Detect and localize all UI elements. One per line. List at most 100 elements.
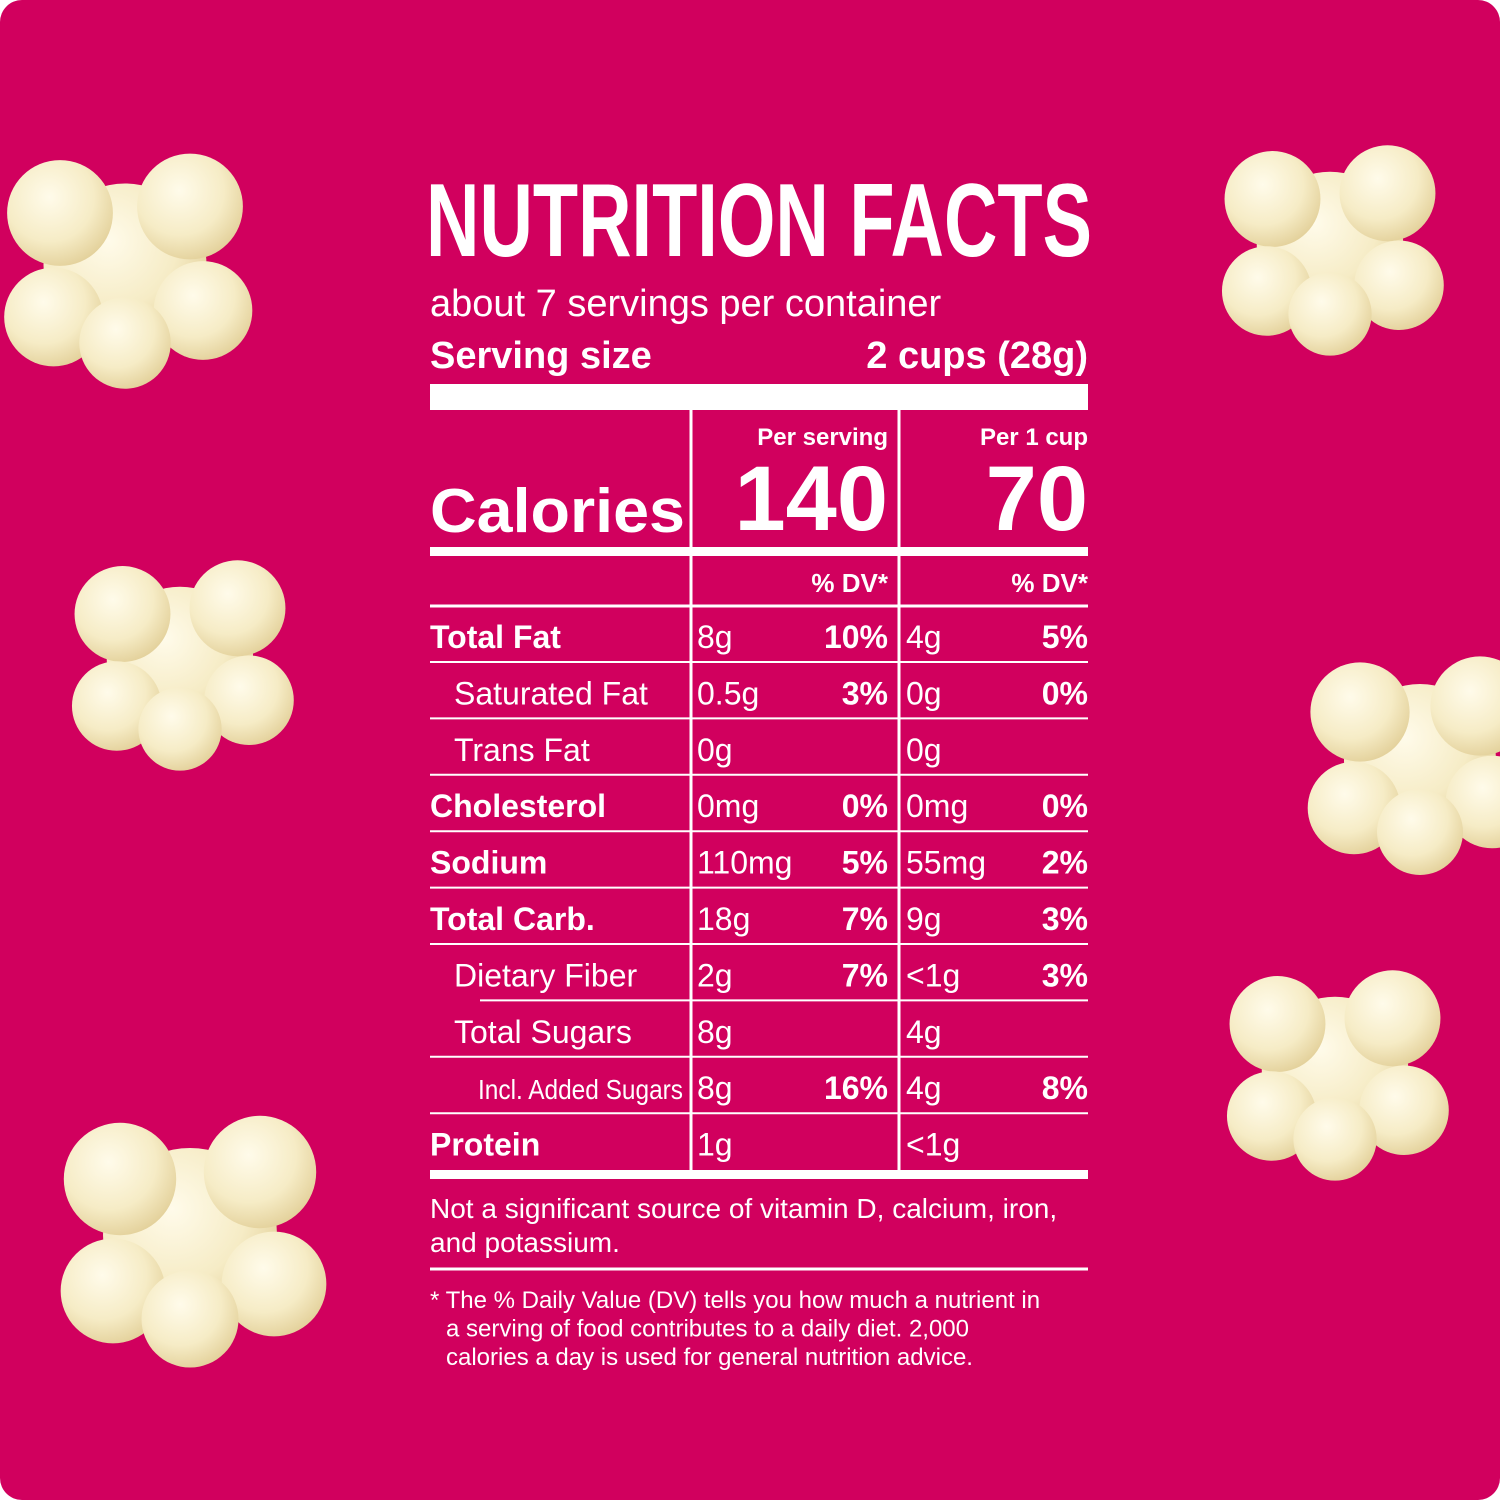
- popcorn-puff: [221, 1231, 327, 1337]
- calories-value: 140: [735, 448, 889, 550]
- popcorn-puff: [141, 1270, 239, 1368]
- serving-size-label: Serving size: [430, 335, 652, 377]
- amount: 8g: [697, 1070, 733, 1106]
- popcorn: [4, 153, 253, 389]
- popcorn-puff: [1293, 1097, 1377, 1181]
- amount: 0g: [906, 675, 942, 711]
- nutrient-name: Cholesterol: [430, 788, 606, 824]
- daily-value: 8%: [1042, 1070, 1088, 1106]
- nutrient-name: Total Carb.: [430, 901, 595, 937]
- popcorn-puff: [1430, 656, 1500, 756]
- popcorn-puff: [1354, 240, 1444, 331]
- popcorn-puff: [7, 160, 113, 266]
- popcorn-puff: [1288, 272, 1372, 356]
- popcorn-puff: [79, 297, 171, 389]
- calories-label: Calories: [430, 477, 685, 546]
- popcorn-puff: [1377, 789, 1463, 875]
- daily-value: 3%: [1042, 957, 1088, 993]
- nutrient-rows: Total Fat 8g 10% 4g 5% Saturated Fat 0.5g 3% 0g 0…: [430, 619, 1088, 1163]
- daily-value: 0%: [1042, 788, 1088, 824]
- footnote-line: calories a day is used for general nutri…: [446, 1344, 973, 1371]
- rule: [430, 1170, 1088, 1179]
- amount: 8g: [697, 1014, 733, 1050]
- daily-value: 5%: [1042, 619, 1088, 655]
- amount: 0g: [906, 732, 942, 768]
- daily-value: 10%: [824, 619, 888, 655]
- servings: about 7 servings per container: [430, 283, 942, 325]
- amount: 4g: [906, 619, 942, 655]
- daily-value: 3%: [1042, 901, 1088, 937]
- amount: 4g: [906, 1014, 942, 1050]
- nutrient-name: Total Sugars: [454, 1014, 632, 1050]
- popcorn-puff: [1344, 970, 1441, 1067]
- footnote: * The % Daily Value (DV) tells you how m…: [430, 1287, 1040, 1371]
- daily-value: 0%: [1042, 675, 1088, 711]
- nutrient-name: Trans Fat: [454, 732, 590, 768]
- daily-value: 3%: [842, 675, 888, 711]
- rule: [430, 547, 1088, 556]
- daily-value: 16%: [824, 1070, 888, 1106]
- dv-header: % DV*: [811, 568, 888, 598]
- nutrient-name: Dietary Fiber: [454, 957, 638, 993]
- footnote-line: * The % Daily Value (DV) tells you how m…: [430, 1287, 1040, 1314]
- popcorn-puff: [60, 1238, 166, 1344]
- dv-header: % DV*: [1011, 568, 1088, 598]
- amount: 0.5g: [697, 675, 759, 711]
- popcorn: [1221, 145, 1444, 356]
- thick-rule: [430, 384, 1088, 410]
- popcorn-puff: [1359, 1065, 1449, 1156]
- amount: 9g: [906, 901, 942, 937]
- popcorn: [1307, 656, 1500, 875]
- daily-value: 7%: [842, 957, 888, 993]
- note-line: and potassium.: [430, 1227, 620, 1258]
- amount: 4g: [906, 1070, 942, 1106]
- popcorn-puff: [1310, 662, 1410, 762]
- amount: <1g: [906, 1127, 960, 1163]
- daily-value: 5%: [842, 845, 888, 881]
- amount: 0mg: [906, 788, 968, 824]
- amount: 8g: [697, 619, 733, 655]
- popcorn-puff: [63, 1122, 177, 1236]
- amount: 1g: [697, 1127, 733, 1163]
- popcorn-puff: [204, 655, 294, 746]
- popcorn-puff: [189, 560, 286, 657]
- nutrient-name: Incl. Added Sugars: [478, 1074, 683, 1105]
- column-header: Per serving: [757, 424, 888, 451]
- popcorn: [1226, 970, 1449, 1181]
- column-header: Per 1 cup: [980, 424, 1088, 451]
- popcorn-puff: [74, 566, 171, 662]
- note-line: Not a significant source of vitamin D, c…: [430, 1193, 1057, 1224]
- nutrient-name: Sodium: [430, 845, 547, 881]
- popcorn-puff: [138, 687, 222, 771]
- amount: 2g: [697, 957, 733, 993]
- daily-value: 7%: [842, 901, 888, 937]
- note: Not a significant source of vitamin D, c…: [430, 1193, 1057, 1258]
- popcorn-puff: [1339, 145, 1436, 242]
- daily-value: 0%: [842, 788, 888, 824]
- popcorn-puff: [137, 153, 243, 260]
- popcorn-puff: [4, 267, 103, 367]
- amount: <1g: [906, 957, 960, 993]
- footnote-line: a serving of food contributes to a daily…: [446, 1316, 969, 1343]
- amount: 0g: [697, 732, 733, 768]
- amount: 18g: [697, 901, 750, 937]
- popcorn-puff: [1229, 976, 1326, 1072]
- popcorn: [71, 560, 294, 771]
- serving-size-value: 2 cups (28g): [866, 335, 1088, 377]
- amount: 110mg: [697, 845, 792, 881]
- popcorn-puff: [1224, 151, 1321, 247]
- popcorn-decoration: [4, 145, 1500, 1368]
- amount: 55mg: [906, 845, 986, 881]
- popcorn: [60, 1115, 327, 1368]
- popcorn-puff: [153, 261, 253, 360]
- title: NUTRITION FACTS: [426, 163, 1092, 279]
- popcorn-puff: [203, 1115, 317, 1229]
- amount: 0mg: [697, 788, 759, 824]
- nutrient-name: Total Fat: [430, 619, 561, 655]
- nutrient-name: Saturated Fat: [454, 675, 648, 711]
- calories-value: 70: [986, 448, 1088, 550]
- daily-value: 2%: [1042, 845, 1088, 881]
